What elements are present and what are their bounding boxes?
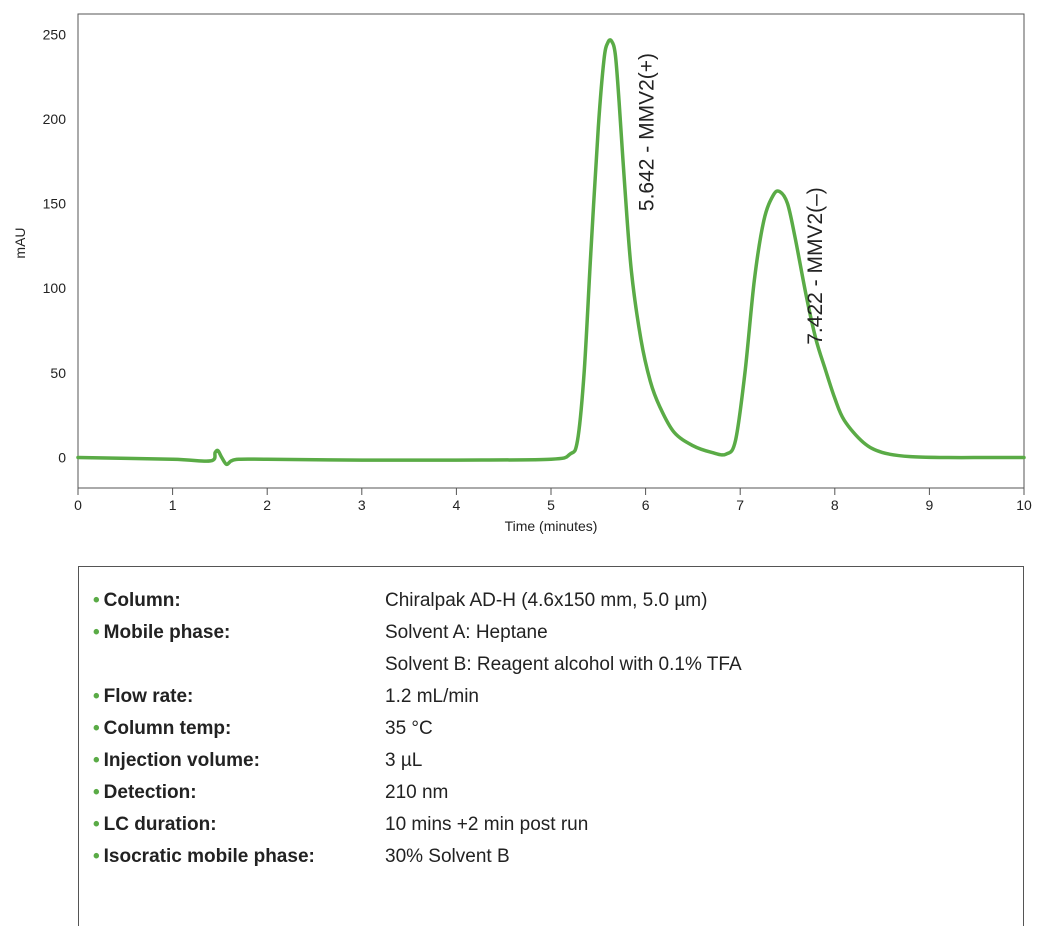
condition-label: Injection volume: xyxy=(103,750,260,771)
x-tick-label: 10 xyxy=(1016,497,1032,513)
bullet-marker: • xyxy=(93,590,100,611)
condition-value: 35 °C xyxy=(385,718,433,739)
condition-row: • LC duration: 10 mins +2 min post run xyxy=(93,809,588,841)
bullet-marker: • xyxy=(93,686,100,707)
condition-row: • Isocratic mobile phase: 30% Solvent B xyxy=(93,841,510,873)
bullet-marker: • xyxy=(93,718,100,739)
chromatogram-chart: 0 1 2 3 4 5 6 7 8 9 10 0 50 100 150 200 250 5.642 - MMV… xyxy=(12,13,1032,534)
condition-row: • Column temp: 35 °C xyxy=(93,713,433,745)
y-tick-label: 100 xyxy=(43,280,67,296)
peak-label-mmv2-plus: 5.642 - MMV2(+) xyxy=(636,53,659,211)
y-axis-title: mAU xyxy=(12,227,28,258)
condition-row: • Detection: 210 nm xyxy=(93,777,448,809)
x-axis-ticks: 0 1 2 3 4 5 6 7 8 9 10 xyxy=(74,488,1032,513)
condition-label: Column: xyxy=(103,590,181,611)
x-tick-label: 9 xyxy=(926,497,934,513)
x-tick-label: 3 xyxy=(358,497,366,513)
x-tick-label: 1 xyxy=(169,497,177,513)
peak-label-mmv2-minus: 7.422 - MMV2(–) xyxy=(804,187,827,345)
y-tick-label: 150 xyxy=(43,196,67,212)
bullet-marker: • xyxy=(93,814,100,835)
condition-value: 30% Solvent B xyxy=(385,846,510,867)
x-tick-label: 2 xyxy=(263,497,271,513)
condition-row: • Flow rate: 1.2 mL/min xyxy=(93,681,479,713)
condition-value: 210 nm xyxy=(385,782,449,803)
y-tick-label: 200 xyxy=(43,111,67,127)
x-tick-label: 0 xyxy=(74,497,82,513)
condition-label: Detection: xyxy=(103,782,197,803)
condition-value: 3 µL xyxy=(385,750,423,771)
x-tick-label: 7 xyxy=(736,497,744,513)
condition-row: • Column: Chiralpak AD-H (4.6x150 mm, 5.0 … xyxy=(93,585,707,617)
method-conditions-box: • Column: Chiralpak AD-H (4.6x150 mm, 5.0 … xyxy=(78,566,1024,926)
chromatogram-trace xyxy=(76,38,1026,467)
x-tick-label: 4 xyxy=(453,497,461,513)
condition-value: Chiralpak AD-H (4.6x150 mm, 5.0 µm) xyxy=(385,590,708,611)
bullet-marker: • xyxy=(93,750,100,771)
y-tick-label: 250 xyxy=(43,26,67,42)
y-tick-label: 50 xyxy=(50,365,66,381)
plot-frame xyxy=(77,13,1025,489)
bullet-marker: • xyxy=(93,846,100,867)
condition-label: LC duration: xyxy=(103,814,217,835)
peak-annotations: 5.642 - MMV2(+) 7.422 - MMV2(–) xyxy=(636,53,827,345)
y-axis-ticks: 0 50 100 150 200 250 xyxy=(43,26,67,465)
x-axis-title: Time (minutes) xyxy=(505,518,598,534)
condition-row: • Injection volume: 3 µL xyxy=(93,745,422,777)
condition-value: 1.2 mL/min xyxy=(385,686,479,707)
x-tick-label: 6 xyxy=(642,497,650,513)
x-tick-label: 5 xyxy=(547,497,555,513)
condition-label: Mobile phase: xyxy=(103,622,231,643)
condition-label: Column temp: xyxy=(103,718,232,739)
condition-value: Solvent B: Reagent alcohol with 0.1% TFA xyxy=(385,654,742,675)
bullet-marker: • xyxy=(93,622,100,643)
x-tick-label: 8 xyxy=(831,497,839,513)
condition-label: Flow rate: xyxy=(103,686,194,707)
condition-row: • Mobile phase: Solvent A: Heptane xyxy=(93,617,548,649)
y-tick-label: 0 xyxy=(58,450,66,466)
condition-label: Isocratic mobile phase: xyxy=(103,846,315,867)
condition-value: 10 mins +2 min post run xyxy=(385,814,589,835)
bullet-marker: • xyxy=(93,782,100,803)
condition-value: Solvent A: Heptane xyxy=(385,622,548,643)
